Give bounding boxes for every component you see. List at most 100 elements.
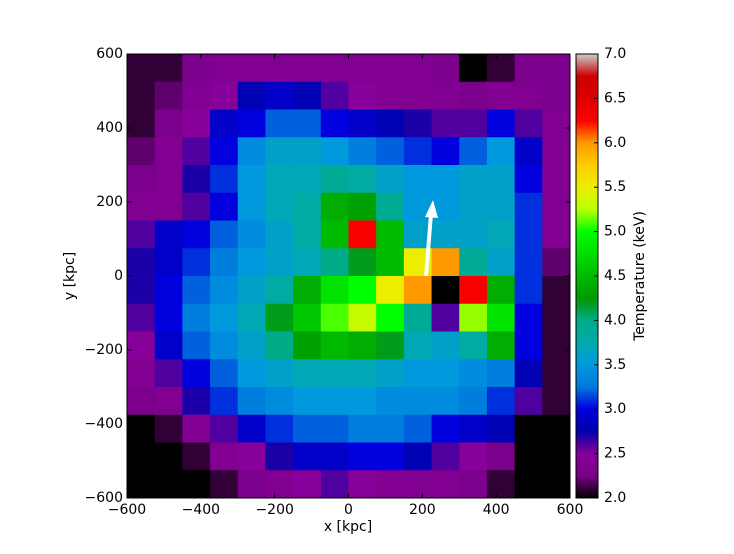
- heat-cell: [154, 276, 183, 305]
- heat-cell: [459, 81, 488, 110]
- heat-cell: [182, 442, 211, 471]
- heat-cell: [293, 248, 322, 277]
- heat-cell: [127, 359, 156, 388]
- heat-cell: [265, 359, 294, 388]
- heat-cell: [154, 414, 183, 443]
- heat-cell: [210, 414, 239, 443]
- heat-cell: [265, 248, 294, 277]
- colorbar-tick-label: 2.0: [604, 490, 626, 506]
- heat-cell: [459, 165, 488, 194]
- heat-cell: [403, 387, 433, 416]
- heat-cell: [542, 137, 571, 166]
- heat-cell: [320, 331, 349, 360]
- heat-cell: [542, 331, 571, 360]
- heat-cell: [210, 442, 239, 471]
- heat-cell: [237, 359, 266, 388]
- heat-cell: [237, 331, 266, 360]
- heat-cell: [348, 414, 377, 443]
- heat-cell: [542, 165, 571, 194]
- heat-cell: [127, 442, 156, 471]
- heat-cell: [514, 54, 543, 83]
- heat-cell: [376, 165, 405, 194]
- heat-cell: [348, 248, 377, 277]
- heat-cell: [210, 137, 239, 166]
- heat-cell: [403, 331, 433, 360]
- heat-cell: [127, 331, 156, 360]
- heat-cell: [459, 470, 488, 499]
- heat-cell: [237, 414, 266, 443]
- heat-cell: [265, 137, 294, 166]
- heat-cell: [154, 192, 183, 221]
- heat-cell: [459, 276, 488, 305]
- heat-cell: [348, 165, 377, 194]
- y-axis-label: y [kpc]: [62, 252, 78, 300]
- heat-cell: [542, 81, 571, 110]
- heat-cell: [210, 248, 239, 277]
- heat-cell: [320, 303, 349, 332]
- heat-cell: [293, 137, 322, 166]
- heat-cell: [403, 54, 433, 83]
- heat-cell: [348, 359, 377, 388]
- heat-cell: [376, 54, 405, 83]
- heat-cell: [514, 192, 543, 221]
- heat-cell: [182, 192, 211, 221]
- heat-cell: [431, 359, 460, 388]
- heat-cell: [486, 109, 516, 138]
- heat-cell: [403, 414, 433, 443]
- heat-cell: [542, 387, 571, 416]
- heat-cell: [431, 276, 460, 305]
- colorbar-tick-label: 6.0: [604, 135, 626, 151]
- heat-cell: [154, 331, 183, 360]
- heat-cell: [403, 359, 433, 388]
- colorbar-tick-label: 3.5: [604, 357, 626, 373]
- heat-cell: [154, 359, 183, 388]
- heat-cell: [265, 220, 294, 249]
- heat-cell: [293, 359, 322, 388]
- heat-cell: [514, 470, 543, 499]
- heat-cell: [376, 248, 405, 277]
- heat-cell: [376, 137, 405, 166]
- heat-cell: [265, 414, 294, 443]
- heat-cell: [514, 248, 543, 277]
- heat-cell: [210, 109, 239, 138]
- arrow: [424, 200, 438, 277]
- heat-cell: [459, 192, 488, 221]
- heat-cell: [237, 137, 266, 166]
- heat-cell: [348, 303, 377, 332]
- heat-cell: [154, 470, 183, 499]
- heat-cell: [127, 54, 156, 83]
- x-tick-label: −200: [255, 502, 293, 518]
- colorbar-tick-label: 4.0: [604, 312, 626, 328]
- heat-cell: [265, 303, 294, 332]
- heat-cell: [514, 137, 543, 166]
- heat-cell: [348, 81, 377, 110]
- heat-cell: [348, 331, 377, 360]
- heat-cell: [320, 137, 349, 166]
- heat-cell: [542, 303, 571, 332]
- y-tick-label: −600: [85, 490, 123, 506]
- heat-cell: [293, 303, 322, 332]
- heat-cell: [348, 442, 377, 471]
- heat-cell: [265, 470, 294, 499]
- heat-cell: [237, 192, 266, 221]
- heat-cell: [154, 109, 183, 138]
- colorbar-tick-label: 2.5: [604, 446, 626, 462]
- heat-cell: [459, 137, 488, 166]
- heat-cell: [403, 81, 433, 110]
- heat-cell: [182, 387, 211, 416]
- heat-cell: [127, 470, 156, 499]
- heat-cell: [182, 165, 211, 194]
- heat-cell: [320, 359, 349, 388]
- heat-cell: [237, 276, 266, 305]
- heat-cell: [210, 359, 239, 388]
- heat-cell: [265, 165, 294, 194]
- heat-cell: [348, 276, 377, 305]
- heat-cell: [320, 414, 349, 443]
- heat-cell: [237, 220, 266, 249]
- heat-cell: [210, 165, 239, 194]
- heat-cell: [154, 387, 183, 416]
- heat-cell: [542, 109, 571, 138]
- y-tick-label: 200: [96, 194, 123, 210]
- heat-cell: [237, 248, 266, 277]
- x-tick-label: 0: [344, 502, 353, 518]
